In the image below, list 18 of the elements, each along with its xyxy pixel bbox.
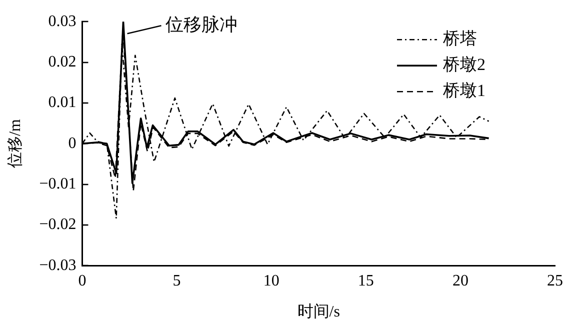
- x-axis-title: 时间/s: [297, 302, 340, 321]
- legend-label: 桥墩1: [442, 81, 486, 100]
- x-tick-label: 5: [172, 272, 181, 290]
- y-axis-title: 位移/m: [6, 118, 24, 168]
- y-tick-label: 0.01: [48, 94, 76, 112]
- x-tick-label: 15: [358, 272, 374, 290]
- y-tick-label: −0.02: [39, 216, 76, 234]
- y-tick-label: 0: [68, 134, 76, 152]
- x-tick-label: 20: [452, 272, 468, 290]
- legend-label: 桥墩2: [442, 55, 486, 74]
- legend-label: 桥塔: [442, 29, 477, 48]
- y-tick-label: 0.03: [48, 12, 76, 30]
- x-tick-label: 25: [547, 272, 563, 290]
- annotation: 位移脉冲: [165, 14, 238, 34]
- y-tick-label: −0.03: [39, 256, 76, 274]
- y-tick-label: 0.02: [48, 53, 76, 70]
- y-tick-label: −0.01: [39, 175, 76, 192]
- x-tick-label: 10: [263, 272, 280, 290]
